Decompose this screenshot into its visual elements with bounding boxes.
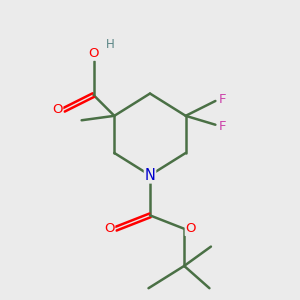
- Text: O: O: [88, 47, 99, 60]
- Text: O: O: [104, 222, 115, 235]
- Text: O: O: [52, 103, 62, 116]
- Text: N: N: [145, 168, 155, 183]
- Text: H: H: [106, 38, 114, 51]
- Text: O: O: [185, 222, 196, 235]
- Text: F: F: [219, 93, 226, 106]
- Text: F: F: [219, 120, 226, 133]
